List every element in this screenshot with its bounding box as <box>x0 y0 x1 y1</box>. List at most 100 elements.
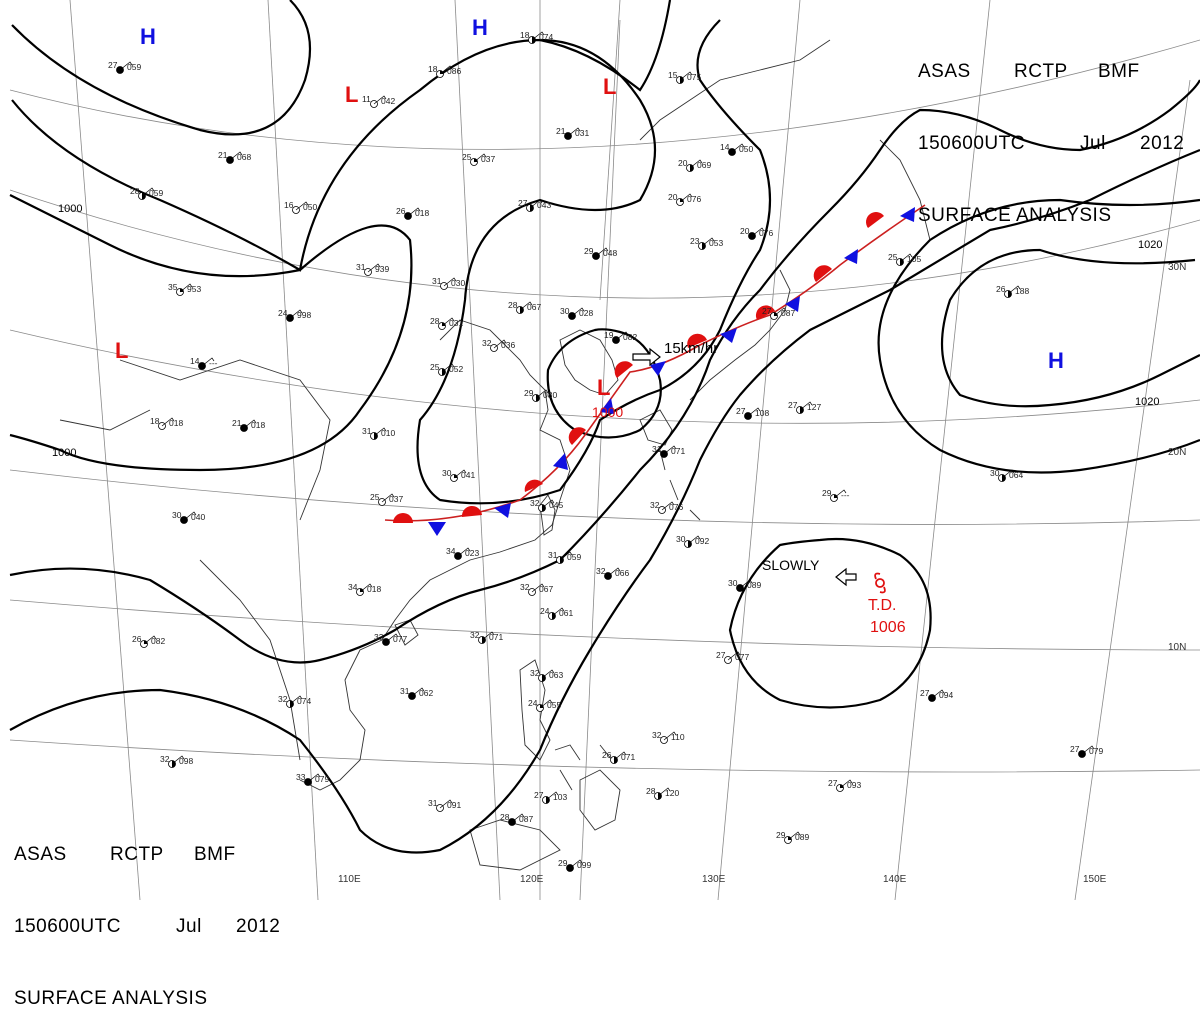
station-pressure: 093 <box>847 780 861 790</box>
station-temperature: 21 <box>556 126 566 136</box>
station-plot: 33 077 <box>374 632 407 646</box>
wind-barb-icon <box>161 417 175 427</box>
station-temperature: 29 <box>776 830 786 840</box>
header-office: BMF <box>194 844 236 865</box>
header-year: 2012 <box>236 916 281 937</box>
station-plot: 28 067 <box>508 300 541 314</box>
station-pressure: 071 <box>621 752 635 762</box>
wind-barb-icon <box>179 283 193 293</box>
wind-barb-icon <box>569 859 583 869</box>
isobar-label: 1020 <box>1138 239 1162 251</box>
station-pressure: 076 <box>687 194 701 204</box>
wind-barb-icon <box>839 779 853 789</box>
wind-barb-icon <box>385 633 399 643</box>
wind-barb-icon <box>529 199 543 209</box>
station-temperature: 32 <box>520 582 530 592</box>
station-temperature: 25 <box>430 362 440 372</box>
isobar <box>416 19 772 505</box>
station-temperature: 34 <box>446 546 456 556</box>
wind-barb-icon <box>899 253 913 263</box>
station-plot: 27 093 <box>828 778 861 792</box>
wind-barb-icon <box>679 193 693 203</box>
lon-label: 140E <box>883 874 907 885</box>
station-plot: 32 110 <box>652 730 685 744</box>
station-temperature: 30 <box>172 510 182 520</box>
borneo-coast <box>469 819 561 871</box>
meridian <box>454 0 501 900</box>
station-temperature: 32 <box>482 338 492 348</box>
station-temperature: 34 <box>348 582 358 592</box>
station-temperature: 25 <box>888 252 898 262</box>
luzon <box>519 659 551 761</box>
station-pressure: 059 <box>149 188 163 198</box>
station-temperature: 32 <box>160 754 170 764</box>
wind-barb-icon <box>567 127 581 137</box>
warm-front-bump <box>866 212 884 228</box>
station-plot: 27 059 <box>108 60 141 74</box>
td-motion: SLOWLY <box>762 557 820 573</box>
cold-front-triangle <box>600 398 614 414</box>
station-plot: 26 071 <box>602 750 635 764</box>
station-plot: 31 939 <box>356 262 389 276</box>
station-temperature: 28 <box>500 812 510 822</box>
station-temperature: 18 <box>520 30 530 40</box>
wind-barb-icon <box>439 65 453 75</box>
wind-barb-icon <box>201 357 215 367</box>
station-plot: 32 067 <box>520 582 553 596</box>
wind-barb-icon <box>571 307 585 317</box>
station-pressure: 089 <box>747 580 761 590</box>
low-pressure-value: 1000 <box>592 404 623 420</box>
station-temperature: 35 <box>168 282 178 292</box>
station-plot: 29 048 <box>584 246 617 260</box>
low-center: L <box>115 338 128 363</box>
station-pressure: 023 <box>465 548 479 558</box>
station-plot: 27 079 <box>1070 744 1103 758</box>
wind-barb-icon <box>229 151 243 161</box>
station-pressure: 099 <box>577 860 591 870</box>
station-pressure: 045 <box>549 500 563 510</box>
station-temperature: 32 <box>650 500 660 510</box>
map-background <box>0 0 1200 900</box>
station-pressure: 103 <box>553 792 567 802</box>
station-plot: 32 071 <box>470 630 503 644</box>
station-plot: 25 105 <box>888 252 921 266</box>
wind-barb-icon <box>663 731 677 741</box>
station-plot: 11 042 <box>362 94 395 108</box>
wind-barb-icon <box>171 755 185 765</box>
header-station: RCTP <box>1014 61 1068 82</box>
wind-barb-icon <box>519 301 533 311</box>
station-plot: 24 998 <box>278 308 311 322</box>
station-plot: 30 040 <box>172 510 205 524</box>
station-plot: 27 077 <box>716 650 749 664</box>
station-pressure: 055 <box>547 700 561 710</box>
station-temperature: 16 <box>284 200 294 210</box>
station-pressure: 052 <box>449 364 463 374</box>
station-pressure: 040 <box>191 512 205 522</box>
station-plot: 32 076 <box>650 500 683 514</box>
station-pressure: 018 <box>169 418 183 428</box>
korea-coast <box>559 329 619 396</box>
station-plot: 15 075 <box>668 70 701 84</box>
station-pressure: --- <box>841 490 850 500</box>
station-pressure: 105 <box>907 254 921 264</box>
cold-front-triangle <box>553 453 568 470</box>
station-pressure: 067 <box>539 584 553 594</box>
station-plot: 26 082 <box>132 634 165 648</box>
station-plot: 27 043 <box>518 198 551 212</box>
station-pressure: 080 <box>543 390 557 400</box>
isobar-label: 1000 <box>52 447 76 459</box>
cold-front-triangle <box>720 328 737 343</box>
wind-barb-icon <box>443 277 457 287</box>
station-plot: 31 030 <box>432 276 465 290</box>
station-pressure: 053 <box>709 238 723 248</box>
station-temperature: 14 <box>720 142 730 152</box>
station-plot: 30 092 <box>676 534 709 548</box>
wind-barb-icon <box>289 695 303 705</box>
wind-barb-icon <box>289 309 303 319</box>
station-pressure: 041 <box>461 470 475 480</box>
station-plot: 28 087 <box>500 812 533 826</box>
station-pressure: 120 <box>665 788 679 798</box>
wind-barb-icon <box>595 247 609 257</box>
station-temperature: 26 <box>132 634 142 644</box>
cold-front-triangle <box>844 249 858 264</box>
